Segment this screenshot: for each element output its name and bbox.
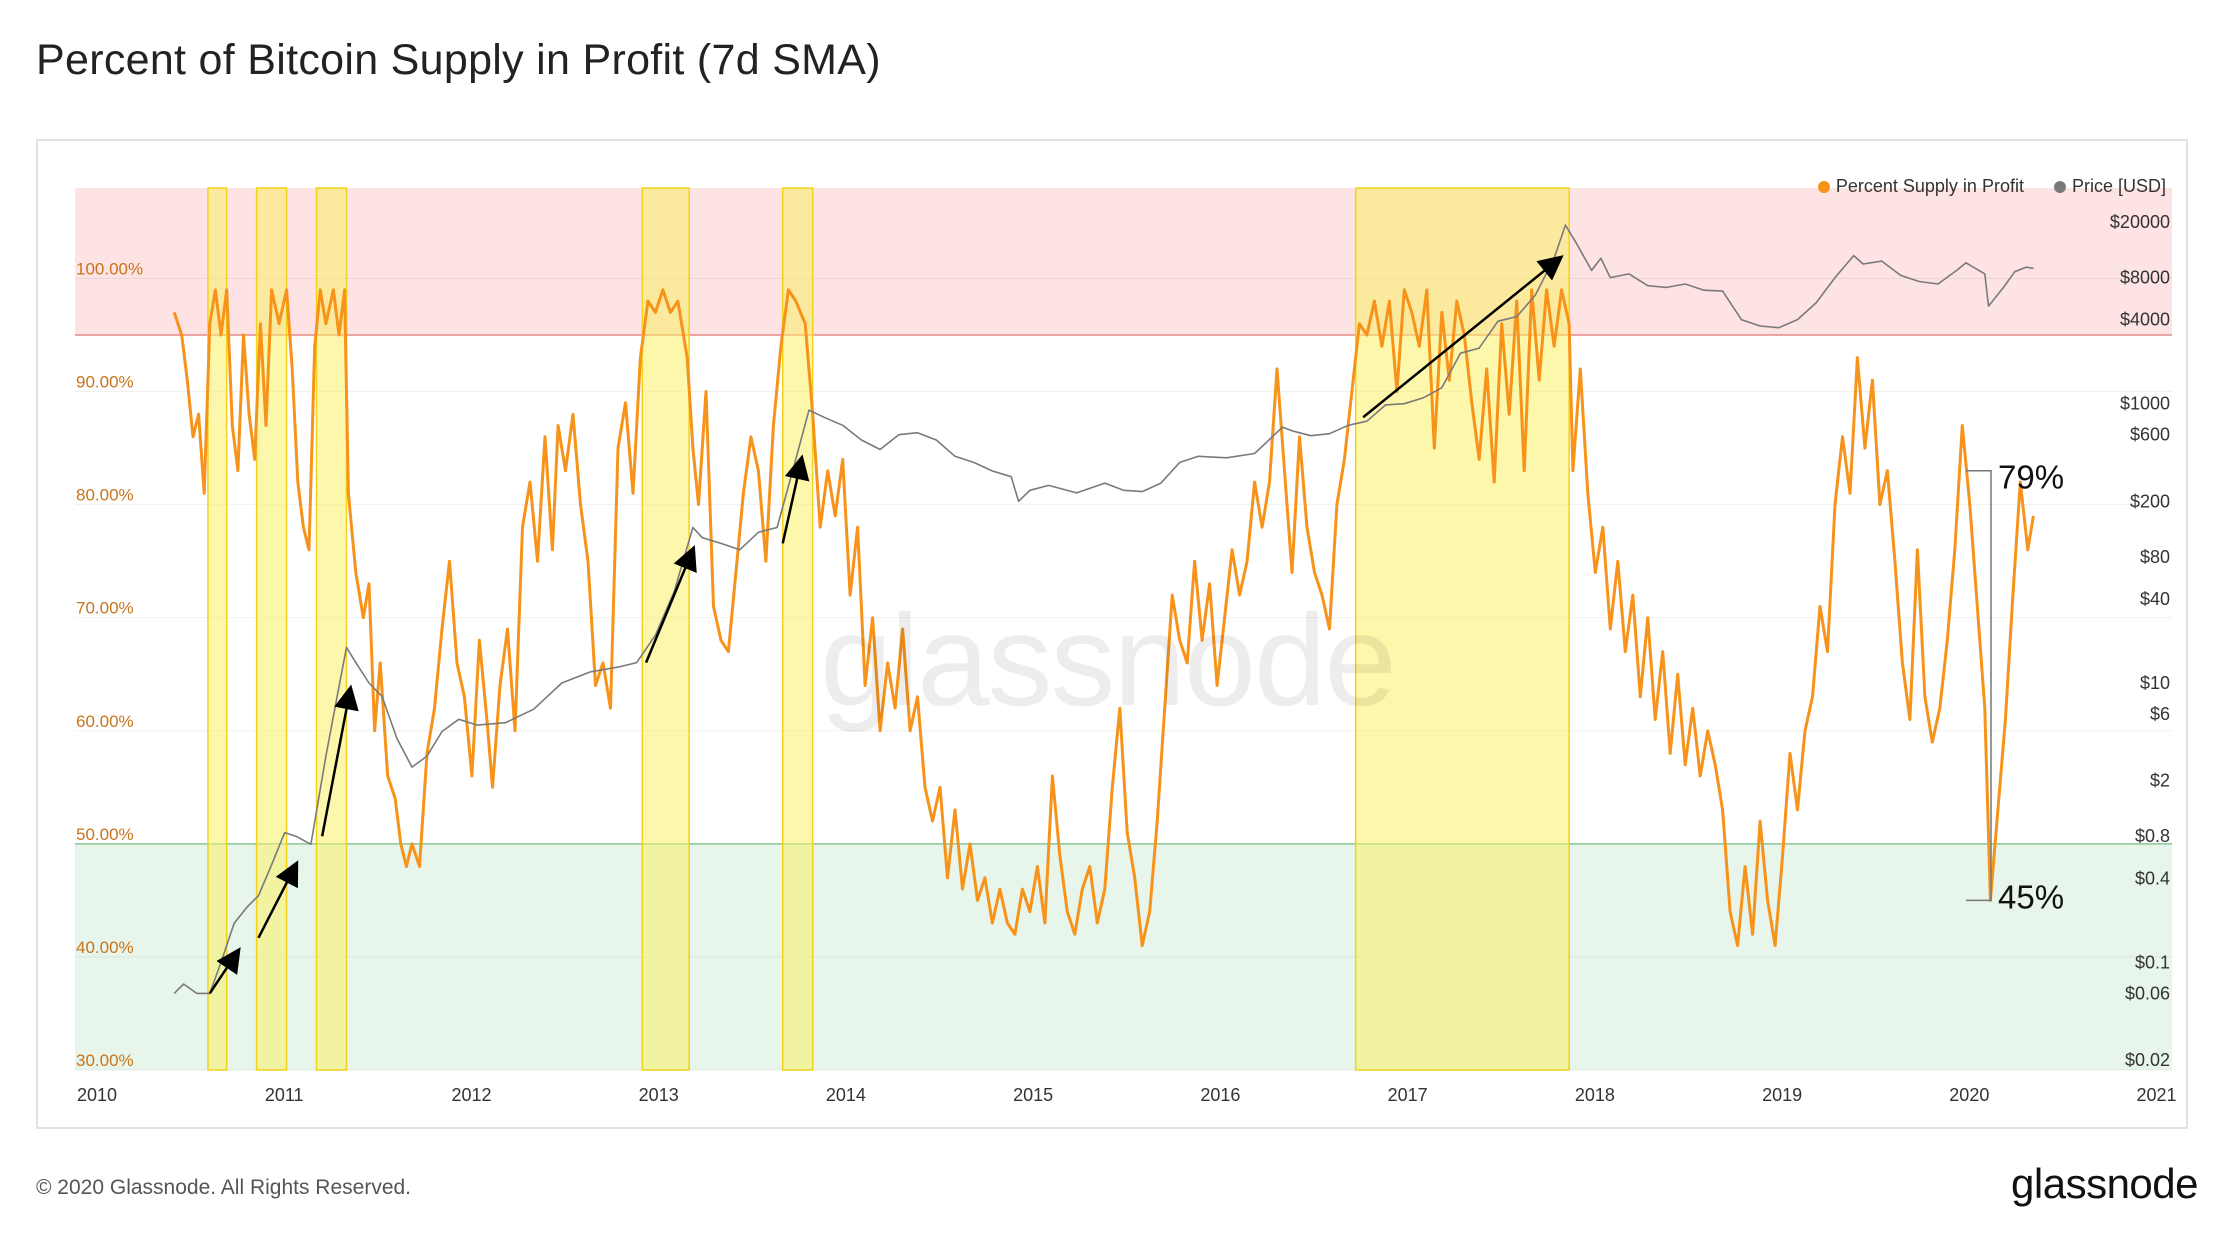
left-axis-tick-label: 100.00% <box>76 259 143 278</box>
page-title: Percent of Bitcoin Supply in Profit (7d … <box>36 36 881 84</box>
legend-label-supply: Percent Supply in Profit <box>1835 176 2024 196</box>
x-axis-tick-label: 2011 <box>265 1085 304 1105</box>
legend-label-price: Price [USD] <box>2071 176 2166 196</box>
right-axis-tick-label: $6 <box>2150 704 2170 724</box>
left-axis-tick-label: 90.00% <box>76 373 134 392</box>
x-axis-tick-label: 2016 <box>1200 1085 1240 1105</box>
right-axis-tick-label: $20000 <box>2110 212 2170 232</box>
right-axis-tick-label: $0.02 <box>2125 1050 2170 1070</box>
chart-legend: Percent Supply in Profit Price [USD] <box>1817 176 2166 197</box>
x-axis-tick-label: 2018 <box>1575 1085 1615 1105</box>
right-axis-tick-label: $40 <box>2140 589 2170 609</box>
zone-undervalued <box>75 843 2172 1070</box>
right-axis-tick-label: $0.06 <box>2125 983 2170 1003</box>
right-axis-tick-label: $1000 <box>2120 394 2170 414</box>
legend-dot-price <box>2053 180 2066 193</box>
right-axis-tick-label: $600 <box>2130 425 2170 445</box>
x-axis-tick-label: 2020 <box>1949 1085 1989 1105</box>
x-axis-tick-label: 2017 <box>1388 1085 1428 1105</box>
trend-arrow <box>320 684 359 837</box>
bracket-label-low: 45% <box>1998 878 2064 915</box>
right-axis-tick-label: $0.4 <box>2135 868 2170 888</box>
right-axis-tick-label: $8000 <box>2120 268 2170 288</box>
left-axis-tick-label: 60.00% <box>76 712 134 731</box>
trend-arrow <box>257 860 299 939</box>
right-axis-tick-label: $10 <box>2140 673 2170 693</box>
bracket-label-high: 79% <box>1998 459 2064 496</box>
x-axis-tick-label: 2012 <box>451 1085 491 1105</box>
trend-arrow <box>208 947 241 995</box>
copyright-text: © 2020 Glassnode. All Rights Reserved. <box>36 1176 412 1199</box>
legend-item-price[interactable]: Price [USD] <box>2053 176 2166 197</box>
series-line-supply-in-profit <box>172 288 2035 948</box>
highlight-period-3 <box>641 187 690 1071</box>
left-axis-tick-label: 50.00% <box>76 825 134 844</box>
x-axis-tick-label: 2015 <box>1013 1085 1053 1105</box>
right-axis-tick-label: $0.8 <box>2135 826 2170 846</box>
highlight-period-2 <box>315 187 348 1071</box>
x-axis-tick-label: 2021 <box>2137 1085 2177 1105</box>
zone-overheated <box>75 188 2172 335</box>
right-axis-tick-label: $4000 <box>2120 310 2170 330</box>
x-axis-tick-label: 2019 <box>1762 1085 1802 1105</box>
glassnode-logo[interactable]: glassnode <box>2011 1160 2198 1207</box>
right-axis-tick-label: $2 <box>2150 771 2170 791</box>
left-axis-tick-label: 30.00% <box>76 1051 134 1070</box>
right-axis-tick-label: $200 <box>2130 491 2170 511</box>
left-axis-tick-label: 70.00% <box>76 599 134 618</box>
trend-arrow <box>644 545 697 664</box>
left-axis-tick-label: 80.00% <box>76 486 134 505</box>
x-axis-tick-label: 2010 <box>77 1085 117 1105</box>
highlight-period-4 <box>781 187 814 1071</box>
trend-arrow <box>1362 255 1564 419</box>
legend-dot-supply <box>1817 180 1830 193</box>
left-axis-tick-label: 40.00% <box>76 938 134 957</box>
right-axis-tick-label: $80 <box>2140 547 2170 567</box>
series-line-price <box>173 224 2034 995</box>
legend-item-supply[interactable]: Percent Supply in Profit <box>1817 176 2024 197</box>
x-axis-tick-label: 2014 <box>826 1085 866 1105</box>
x-axis-tick-label: 2013 <box>639 1085 679 1105</box>
range-bracket <box>1966 469 1992 902</box>
highlight-period-0 <box>207 187 228 1071</box>
right-axis-tick-label: $0.1 <box>2135 952 2170 972</box>
trend-arrow <box>781 454 810 544</box>
